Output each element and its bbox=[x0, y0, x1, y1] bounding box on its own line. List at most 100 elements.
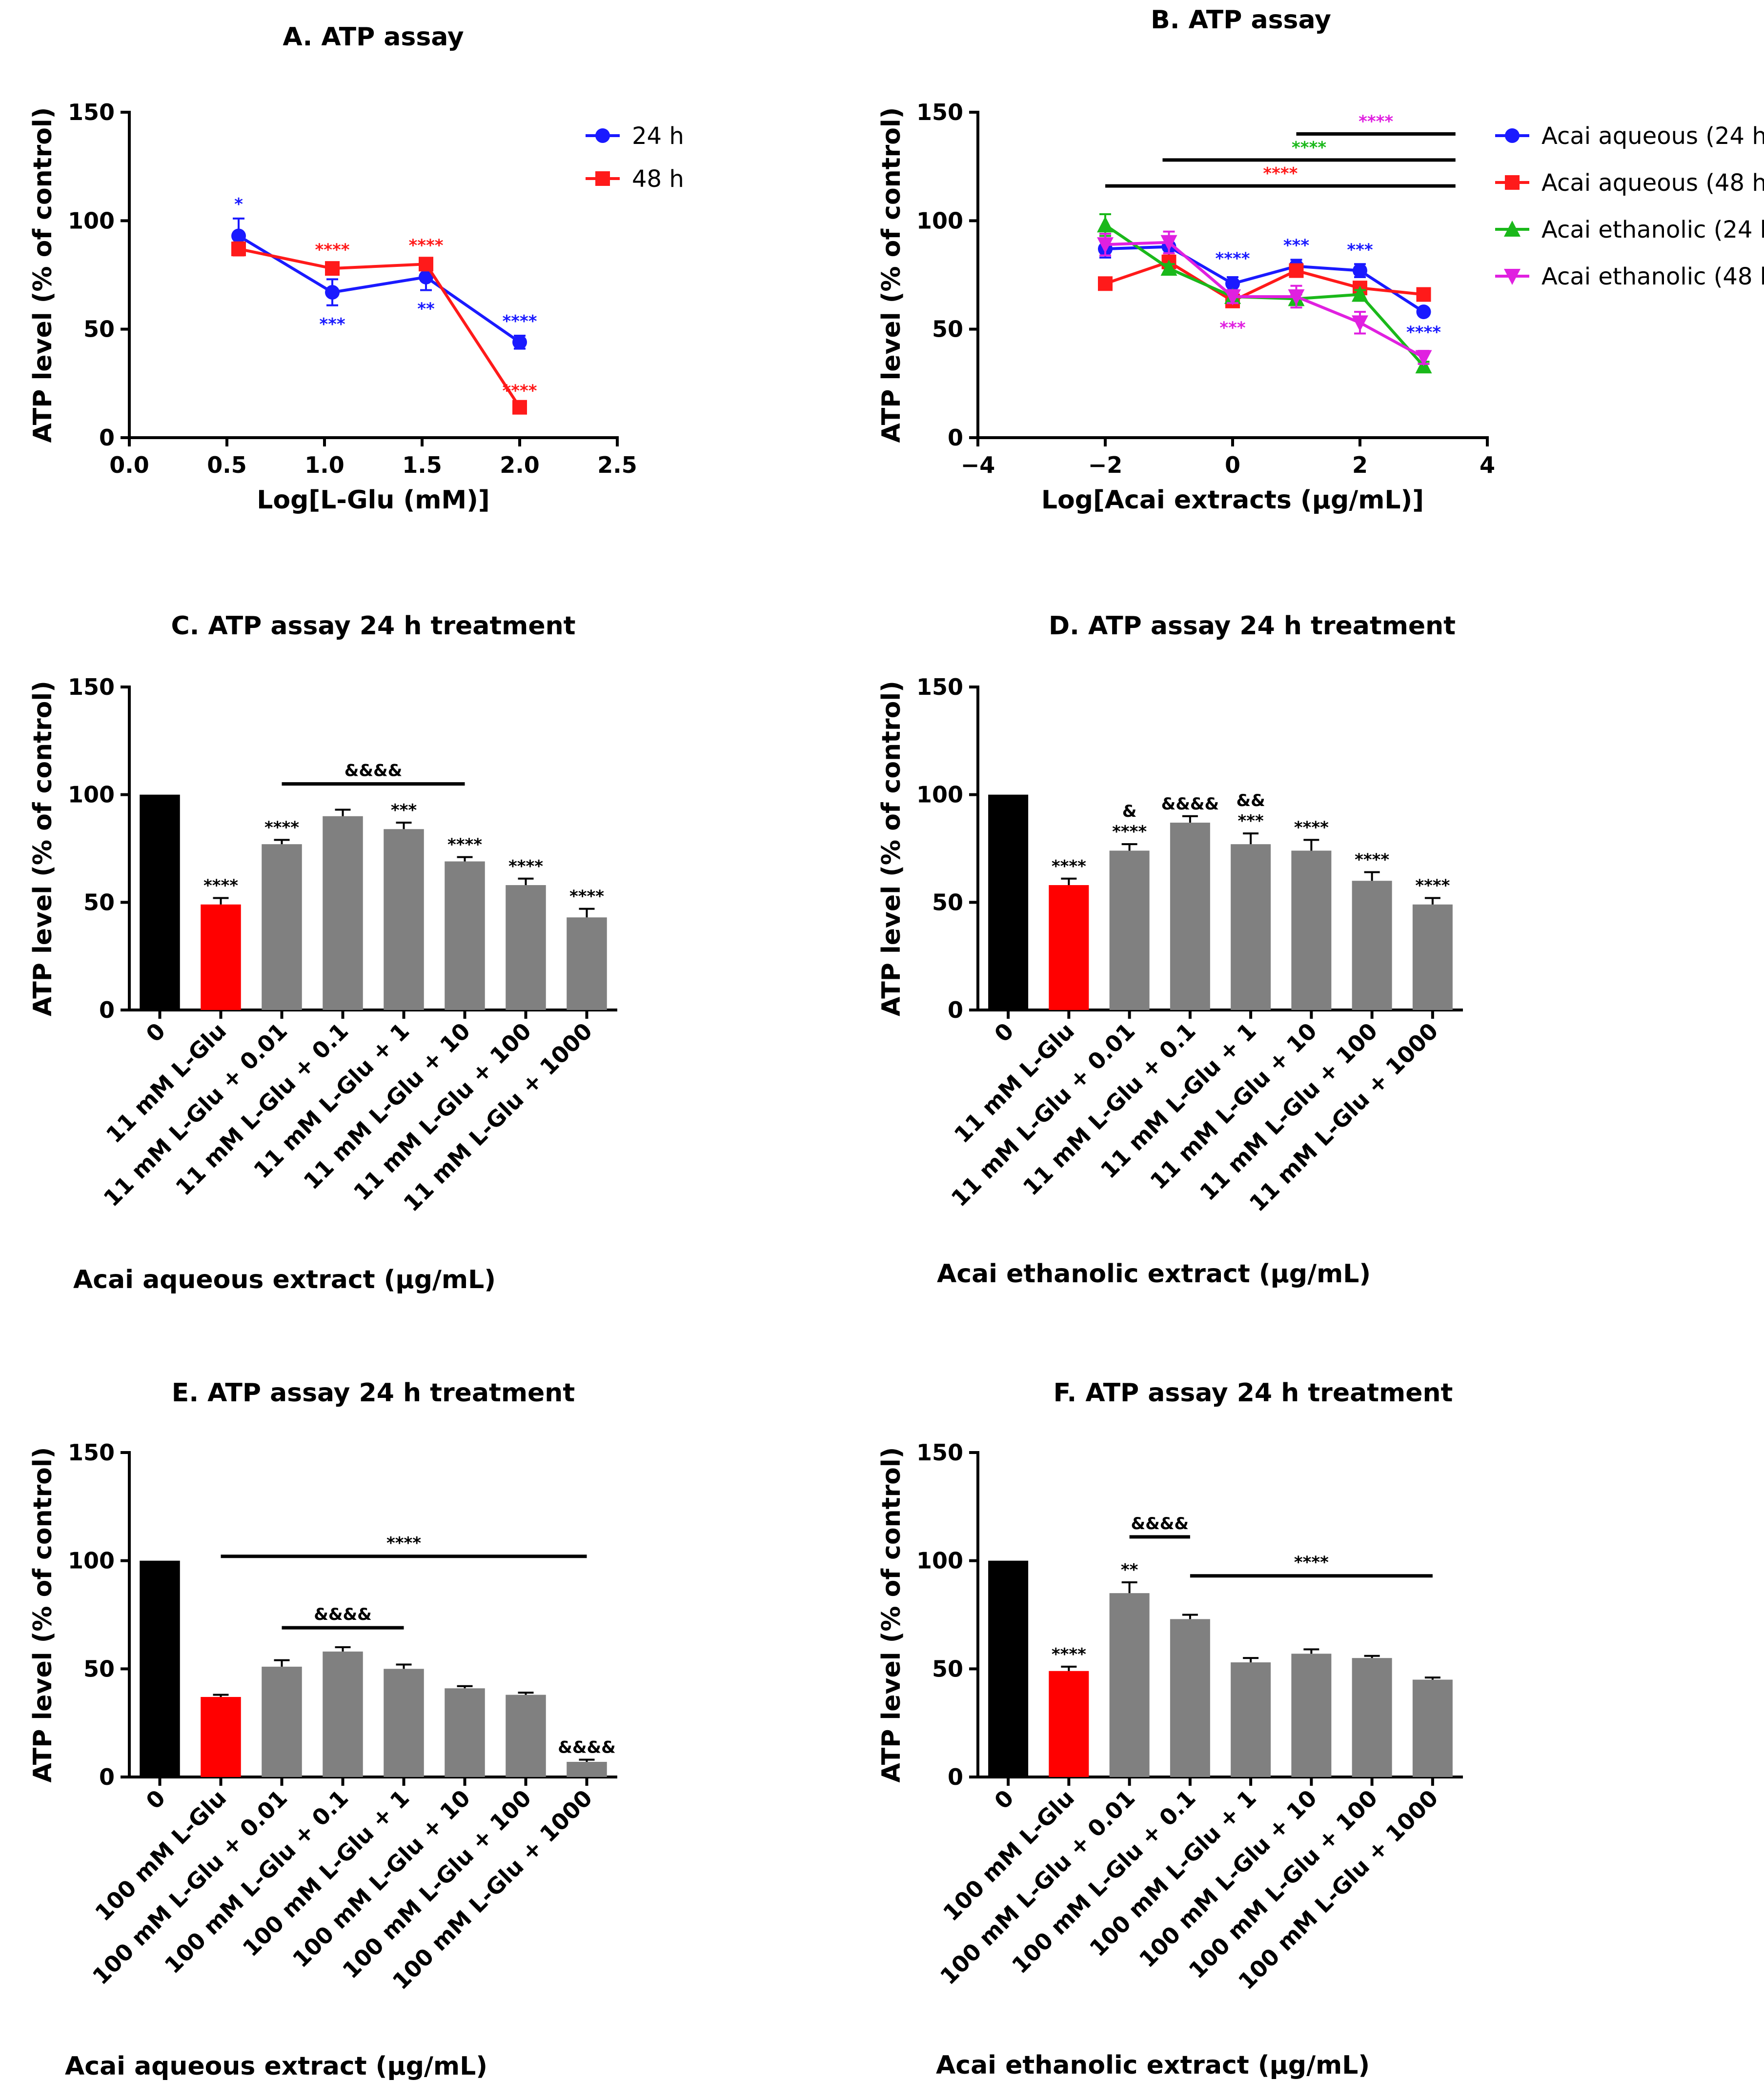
bar bbox=[1412, 904, 1453, 1010]
bar bbox=[384, 829, 424, 1010]
bar-group bbox=[1291, 1648, 1332, 1777]
bar bbox=[567, 1761, 607, 1777]
bar bbox=[1109, 850, 1150, 1010]
plot-area: F. ATP assay 24 h treatment 0 50 100 150 ATP … bbox=[877, 1378, 1463, 2080]
x-tick-label: 0 bbox=[141, 1785, 170, 1815]
significance-label: *** bbox=[391, 801, 417, 820]
data-point bbox=[1415, 350, 1432, 366]
significance-label: **** bbox=[502, 312, 537, 331]
significance-label: & bbox=[1122, 802, 1137, 821]
bar bbox=[567, 917, 607, 1010]
bar bbox=[506, 885, 546, 1010]
series-acai-aqueous-48-h- bbox=[1098, 254, 1431, 308]
chart-f: F. ATP assay 24 h treatment 0 50 100 150 ATP … bbox=[877, 1378, 1463, 2080]
data-point bbox=[1097, 237, 1114, 254]
y-tick-label: 100 bbox=[68, 207, 115, 234]
bar-group: &&&& bbox=[1161, 794, 1219, 1010]
x-tick-label: 4 bbox=[1480, 452, 1495, 478]
bar bbox=[445, 1688, 485, 1777]
bar bbox=[384, 1669, 424, 1777]
bar bbox=[1352, 881, 1392, 1010]
x-tick-label: 0 bbox=[989, 1785, 1019, 1815]
bar bbox=[1291, 850, 1332, 1010]
x-tick-label: 1.0 bbox=[304, 452, 345, 478]
bar-group: ****& bbox=[1109, 802, 1150, 1010]
bar bbox=[1109, 1593, 1150, 1777]
legend-label: Acai aqueous (48 h) bbox=[1541, 169, 1764, 197]
data-point bbox=[1416, 287, 1431, 302]
bar-group: **** bbox=[201, 876, 241, 1010]
y-tick-label: 150 bbox=[68, 674, 115, 700]
y-tick-label: 100 bbox=[916, 1548, 963, 1574]
x-axis-label: Acai ethanolic extract (µg/mL) bbox=[936, 2051, 1370, 2080]
x-tick-label: 0.5 bbox=[207, 452, 247, 478]
y-axis-label: ATP level (% of control) bbox=[877, 107, 906, 443]
legend-marker bbox=[595, 171, 610, 186]
data-point bbox=[1224, 289, 1241, 305]
bar-group: **** bbox=[506, 857, 546, 1010]
bar bbox=[323, 816, 363, 1010]
significance-label: **** bbox=[569, 887, 604, 907]
x-tick-label: 2.5 bbox=[597, 452, 637, 478]
significance-label: && bbox=[1236, 791, 1265, 810]
x-tick-label: 0 bbox=[141, 1018, 170, 1048]
series-acai-aqueous-24-h- bbox=[1098, 237, 1431, 320]
chart-title: D. ATP assay 24 h treatment bbox=[1049, 611, 1456, 641]
significance-label: &&&& bbox=[558, 1738, 616, 1757]
x-tick-label: 1.5 bbox=[402, 452, 442, 478]
chart-c: C. ATP assay 24 h treatment 0 50 100 150 ATP … bbox=[28, 611, 617, 1294]
data-point bbox=[231, 242, 246, 257]
significance-label: **** bbox=[508, 857, 543, 876]
bar bbox=[506, 1695, 546, 1777]
series-line bbox=[238, 234, 521, 343]
bar-group bbox=[1412, 1676, 1453, 1777]
data-point bbox=[1352, 315, 1368, 332]
x-axis: −4 −2 0 2 4 bbox=[961, 436, 1495, 478]
legend-label: Acai ethanolic (24 h) bbox=[1541, 216, 1764, 243]
data-point bbox=[1416, 304, 1431, 320]
x-axis-label: Acai aqueous extract (µg/mL) bbox=[65, 2052, 487, 2081]
significance-label: **** bbox=[502, 381, 537, 401]
bar-group: **** bbox=[1352, 850, 1392, 1010]
panel-f: F. ATP assay 24 h treatment 0 50 100 150 ATP … bbox=[877, 1337, 1764, 2100]
bar bbox=[445, 861, 485, 1010]
bracket-label: &&&& bbox=[345, 761, 403, 781]
data-point bbox=[1288, 289, 1305, 305]
y-tick-label: 100 bbox=[916, 782, 963, 808]
chart-e: E. ATP assay 24 h treatment 0 50 100 150 ATP … bbox=[28, 1378, 617, 2081]
y-axis-label: ATP level (% of control) bbox=[28, 107, 58, 443]
bar bbox=[140, 1560, 180, 1777]
data-point bbox=[325, 285, 340, 300]
panel-c: C. ATP assay 24 h treatment 0 50 100 150 ATP … bbox=[0, 571, 882, 1322]
y-tick-label: 150 bbox=[68, 1439, 115, 1466]
panel-b: B. ATP assay 0 50 100 150 ATP level (% of con… bbox=[877, 0, 1764, 556]
bar bbox=[1231, 844, 1271, 1010]
bar bbox=[323, 1651, 363, 1777]
y-tick-label: 0 bbox=[99, 997, 115, 1023]
bar-group bbox=[1231, 1657, 1271, 1777]
bar-group bbox=[384, 1663, 424, 1777]
data-point bbox=[419, 269, 433, 284]
significance-label: **** bbox=[203, 876, 238, 896]
legend-marker bbox=[1505, 128, 1520, 143]
x-tick-label: 0.0 bbox=[109, 452, 149, 478]
significance-label: *** bbox=[319, 315, 345, 334]
data-point bbox=[1097, 216, 1114, 233]
series-acai-ethanolic-48-h- bbox=[1097, 230, 1432, 366]
bar bbox=[1352, 1658, 1392, 1777]
y-tick-label: 50 bbox=[932, 889, 963, 915]
data-point bbox=[1098, 276, 1113, 291]
bar-group: **** bbox=[1049, 1645, 1089, 1777]
y-tick-label: 0 bbox=[948, 997, 963, 1023]
y-tick-label: 0 bbox=[99, 1764, 115, 1790]
legend: Acai aqueous (24 h) Acai aqueous (48 h) Ac… bbox=[1495, 122, 1764, 290]
bar-group: *** bbox=[384, 801, 424, 1010]
x-axis-label: Acai ethanolic extract (µg/mL) bbox=[937, 1259, 1371, 1289]
plot-area: B. ATP assay 0 50 100 150 ATP level (% of con… bbox=[877, 5, 1764, 515]
bar-group: &&&& bbox=[558, 1738, 616, 1777]
significance-label: **** bbox=[1415, 876, 1450, 896]
data-point bbox=[1160, 235, 1177, 251]
chart-title: C. ATP assay 24 h treatment bbox=[171, 611, 575, 641]
chart-a: A. ATP assay 0 50 100 150 ATP level (% of con… bbox=[28, 22, 684, 515]
significance-label: **** bbox=[315, 240, 349, 260]
